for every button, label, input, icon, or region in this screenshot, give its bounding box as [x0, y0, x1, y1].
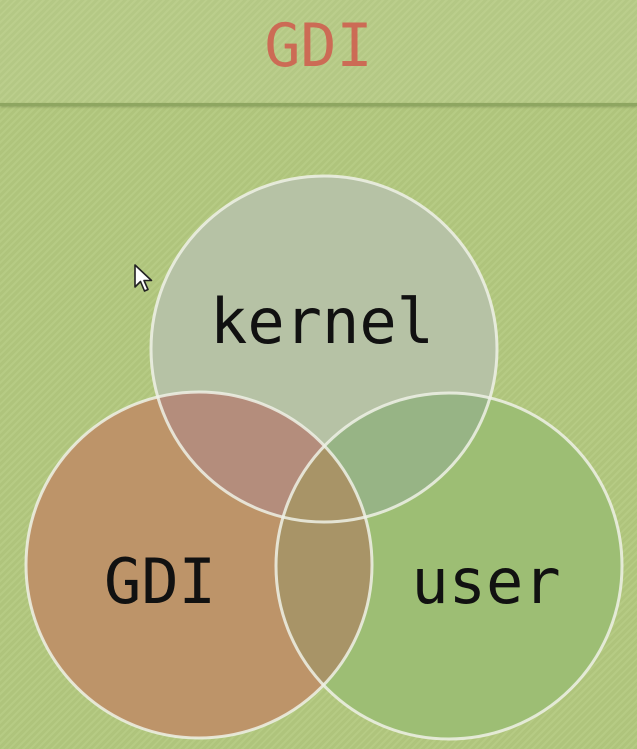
kernel-circle-outline — [149, 174, 499, 524]
gdi-label: GDI — [104, 545, 216, 618]
kernel-gdi-overlap — [151, 392, 372, 522]
user-circle-outline — [274, 391, 624, 741]
gdi-circle-outline — [24, 390, 374, 740]
page-title: GDI — [264, 11, 373, 81]
title-bar: GDI — [0, 0, 637, 103]
kernel-label: kernel — [210, 285, 434, 358]
user-label: user — [411, 545, 560, 618]
mouse-pointer-icon — [134, 264, 153, 292]
kernel-user-overlap — [276, 393, 497, 522]
title-divider — [0, 103, 637, 106]
